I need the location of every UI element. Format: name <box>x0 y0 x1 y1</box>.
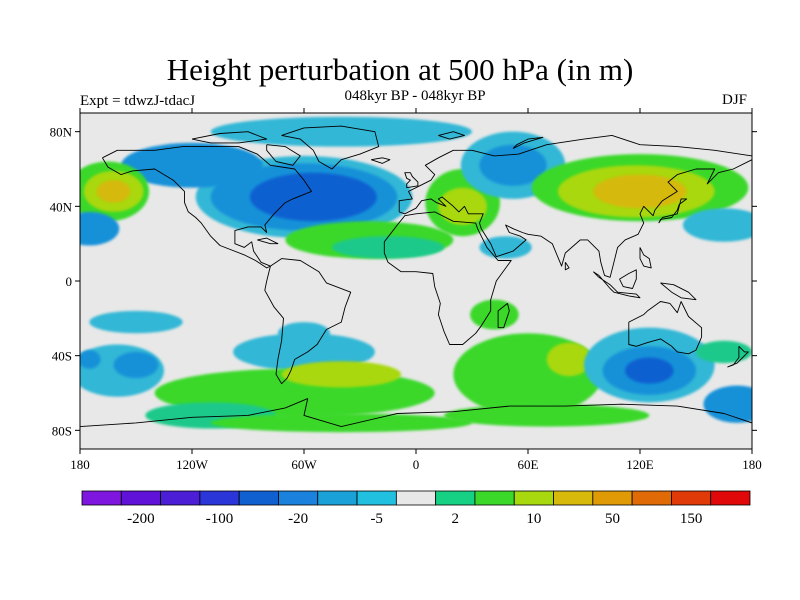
y-tick-label: 40S <box>52 349 72 364</box>
experiment-label: Expt = tdwzJ-tdacJ <box>80 93 196 109</box>
contour-region-arctic-low <box>210 116 472 147</box>
y-tick-label: 80S <box>52 423 72 438</box>
y-tick-label: 0 <box>66 274 73 289</box>
coastline-japan <box>658 198 688 224</box>
x-tick-label: 60E <box>518 457 539 472</box>
coastline-borneo <box>619 269 637 289</box>
contour-region-sa-mid-low <box>233 333 375 371</box>
coastline-madagascar <box>497 302 510 329</box>
coastline-philippines <box>639 247 652 269</box>
coastline-north-america <box>102 146 312 269</box>
contour-region-npacific-low <box>682 208 752 242</box>
x-tick-label: 120W <box>176 457 209 472</box>
coastline-africa <box>383 211 512 345</box>
colorbar-box <box>435 490 476 506</box>
contour-region-east-low <box>703 385 752 423</box>
colorbar-label: -5 <box>370 511 383 527</box>
coastline-greenland <box>281 125 380 170</box>
contour-region-pacific-high <box>96 180 131 203</box>
colorbar-box <box>513 490 554 506</box>
contour-region-atlantic-band <box>332 236 444 259</box>
contour-region-sa-mid-low <box>277 322 331 345</box>
coastline-new-zealand <box>727 345 749 368</box>
colorbar-label: -100 <box>206 511 234 527</box>
coastline-europe-asia <box>398 134 752 278</box>
colorbar-box <box>474 490 515 506</box>
coastline-antarctica <box>80 398 752 428</box>
coastline-papua <box>660 282 697 301</box>
coastline-sri-lanka <box>564 262 570 271</box>
colorbar-box <box>553 490 594 506</box>
x-tick-label: 120E <box>626 457 654 472</box>
x-tick-label: 60W <box>291 457 317 472</box>
chart-title: Height perturbation at 500 hPa (in m) <box>166 52 634 87</box>
coastline-australia <box>628 301 703 355</box>
coastline-uk <box>404 172 419 189</box>
x-tick-label: 180 <box>742 457 762 472</box>
contour-region-n-america-low <box>249 172 377 222</box>
coastline-arctic-islands <box>191 131 268 144</box>
coastline-novaya-zemlya <box>512 136 544 149</box>
colorbar-box <box>81 490 122 506</box>
coastline-baffin <box>266 144 301 166</box>
colorbar-box <box>160 490 201 506</box>
y-tick-label: 80N <box>50 125 73 140</box>
colorbar-box <box>278 490 319 506</box>
contour-region-canada-low <box>121 142 263 188</box>
x-tick-label: 0 <box>413 457 420 472</box>
colorbar-label: 2 <box>452 511 460 527</box>
colorbar-box <box>356 490 397 506</box>
coastline-svalbard <box>438 131 465 140</box>
contour-region-siberia-low <box>479 144 547 186</box>
contour-region-indian-pos <box>546 342 592 377</box>
coastline-cuba <box>257 237 279 245</box>
coastline-indonesia <box>592 271 641 299</box>
contour-region-africa-pos <box>470 299 519 330</box>
contour-region-pacific-low <box>80 211 120 246</box>
x-tick-label: 180 <box>70 457 90 472</box>
contour-region-indian-low <box>625 357 674 384</box>
coastline-iceland <box>371 157 391 164</box>
colorbar-box <box>631 490 672 506</box>
coastline-south-america <box>264 258 352 385</box>
colorbar-box <box>238 490 279 506</box>
colorbar-box <box>592 490 633 506</box>
contour-region-asia-high <box>593 174 687 209</box>
longitude-axis: 180 120W 60W 0 60E 120E 180 <box>70 108 762 472</box>
colorbar-box <box>710 490 751 506</box>
colorbar-label: -200 <box>127 511 155 527</box>
contour-region-east-pos <box>696 340 752 364</box>
colorbar-box <box>395 490 437 506</box>
contour-region-south-band-pos <box>281 361 402 388</box>
colorbar-box <box>671 490 712 506</box>
colorbar-label: -20 <box>288 511 308 527</box>
contour-region-spac-low <box>80 350 101 369</box>
season-label: DJF <box>722 92 748 108</box>
chart-subtitle: 048kyr BP - 048kyr BP <box>344 88 486 104</box>
contour-region-arabia-low <box>479 236 532 259</box>
coastline-layer <box>80 125 752 428</box>
contour-region-antarctic-pos <box>444 404 650 427</box>
contour-field-layer <box>80 116 752 433</box>
colorbar-label: 10 <box>526 511 541 527</box>
colorbar-box <box>199 490 240 506</box>
contour-region-sa-low <box>89 310 183 334</box>
y-tick-label: 40N <box>50 199 73 214</box>
colorbar-label: 50 <box>605 511 620 527</box>
colorbar: -200 -100 -20 -5 2 10 50 150 <box>81 490 751 527</box>
contour-region-europe-high <box>438 187 487 225</box>
colorbar-box <box>317 490 358 506</box>
colorbar-label: 150 <box>680 511 703 527</box>
contour-region-antarctic-pos <box>210 413 472 433</box>
contour-region-spac-low <box>113 351 159 379</box>
latitude-axis: 80N 40N 0 40S 80S <box>50 125 757 438</box>
colorbar-box <box>120 490 161 506</box>
